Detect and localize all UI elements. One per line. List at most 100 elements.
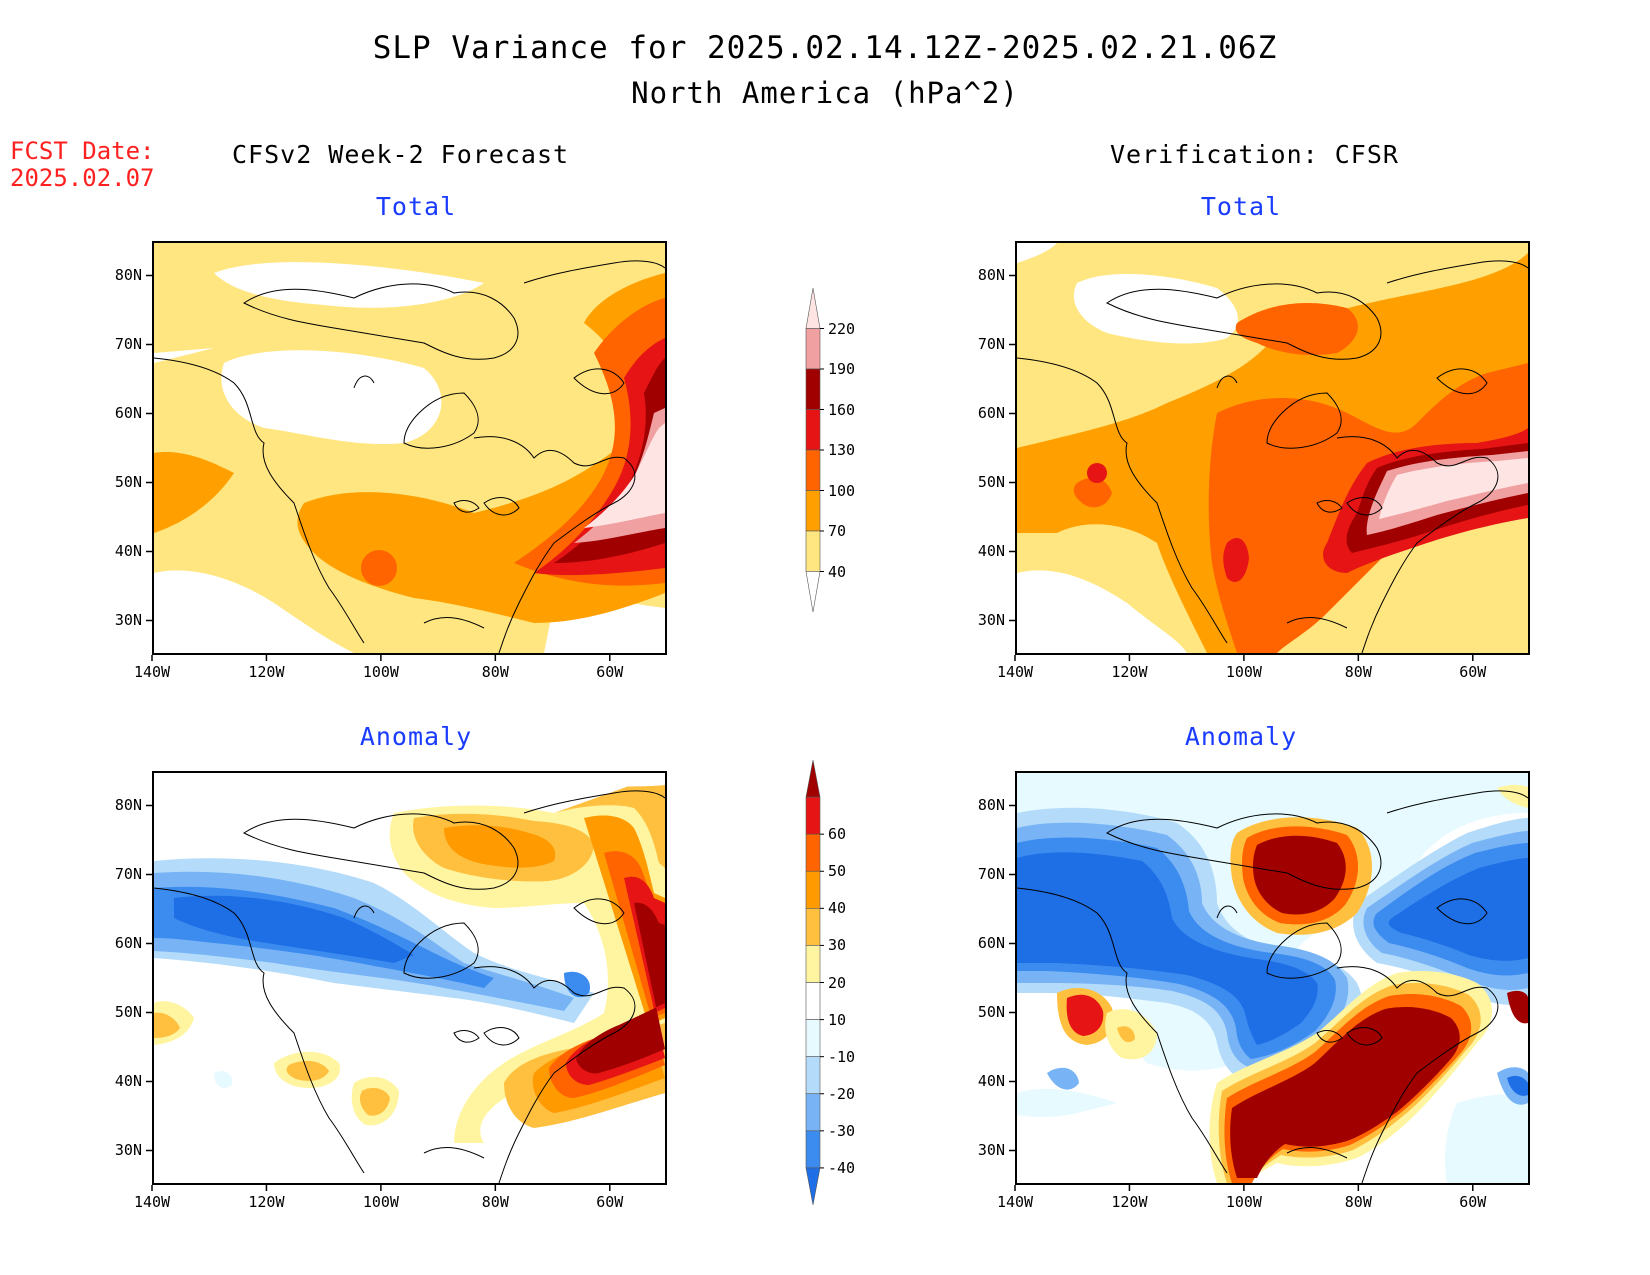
verification-anomaly-lat-label: 70N [977, 864, 1005, 883]
forecast-total-lon-label: 140W [133, 663, 171, 681]
colorbar-total-swatch [805, 409, 821, 451]
colorbar-anomaly-swatch [805, 945, 821, 983]
verification-anomaly-lat-label: 80N [977, 795, 1005, 814]
colorbar-total-label: 190 [828, 360, 856, 378]
verification-anomaly-lat-label: 60N [977, 933, 1005, 952]
colorbar-total-swatch [805, 328, 821, 370]
map-verification-total [1015, 241, 1530, 655]
verification-total-title: Total [1200, 192, 1282, 221]
forecast-anomaly-lat-label: 60N [114, 933, 142, 952]
forecast-total-lat-label: 50N [114, 472, 142, 491]
fcst-date-block: FCST Date: 2025.02.07 [10, 138, 155, 192]
forecast-anomaly-lon-label: 140W [133, 1193, 171, 1211]
colorbar-anomaly-label: 10 [828, 1010, 847, 1029]
forecast-total-lat-label: 30N [114, 610, 142, 629]
verification-total-lat-label: 40N [977, 541, 1005, 560]
colorbar-total-swatch [805, 449, 821, 491]
verification-total-lat-label: 80N [977, 265, 1005, 284]
colorbar-anomaly-label: -20 [828, 1084, 856, 1103]
colorbar-anomaly-label: 60 [828, 825, 847, 844]
colorbar-anomaly-label: 40 [828, 899, 847, 918]
map-verification-total-field [1017, 243, 1528, 653]
verification-anomaly-lat-label: 40N [977, 1071, 1005, 1090]
colorbar-total-swatch [805, 368, 821, 410]
verification-total-lon-label: 120W [1111, 663, 1148, 681]
forecast-anomaly-lat-label: 40N [114, 1071, 142, 1090]
colorbar-anomaly-swatch [805, 870, 821, 909]
forecast-anomaly-title: Anomaly [359, 722, 473, 751]
map-forecast-total [152, 241, 667, 655]
verification-total-lon-label: 100W [1225, 663, 1262, 681]
forecast-total-lon-label: 80W [481, 663, 509, 681]
verification-anomaly-lat-label: 50N [977, 1002, 1005, 1021]
verification-anomaly-lat-label: 30N [977, 1140, 1005, 1159]
colorbar-total-swatch [805, 530, 821, 572]
forecast-anomaly-lon-label: 60W [596, 1193, 624, 1211]
map-verification-anomaly [1015, 771, 1530, 1185]
colorbar-anomaly-swatch [805, 796, 821, 835]
map-forecast-anomaly-field [154, 773, 665, 1183]
verification-anomaly-lon-label: 140W [996, 1193, 1034, 1211]
forecast-total-lat-label: 70N [114, 334, 142, 353]
colorbar-anomaly-swatch [805, 982, 821, 1020]
verification-anomaly-lon-label: 80W [1344, 1193, 1372, 1211]
forecast-total-lon-label: 120W [248, 663, 285, 681]
verification-total-lon-label: 140W [996, 663, 1034, 681]
colorbar-total-label: 160 [828, 400, 856, 419]
forecast-anomaly-lat-label: 50N [114, 1002, 142, 1021]
coastline-outline [1017, 260, 1528, 653]
colorbar-anomaly-swatch [805, 1130, 821, 1169]
colorbar-anomaly-label: -30 [828, 1121, 856, 1140]
colorbar-total-swatch [805, 571, 821, 613]
colorbar-total-label: 70 [828, 522, 847, 540]
right-column-title: Verification: CFSR [1110, 140, 1399, 169]
fcst-date-value: 2025.02.07 [10, 164, 155, 192]
verification-anomaly-title: Anomaly [1184, 722, 1298, 751]
forecast-anomaly-lon-label: 100W [362, 1193, 399, 1211]
map-verification-anomaly-field [1017, 773, 1528, 1183]
forecast-anomaly-lat-label: 30N [114, 1140, 142, 1159]
colorbar-anomaly-swatch [805, 1167, 821, 1206]
colorbar-total-label: 100 [828, 481, 856, 500]
colorbar-total-swatch [805, 490, 821, 532]
verification-total-lat-label: 30N [977, 610, 1005, 629]
verification-total-lat-label: 70N [977, 334, 1005, 353]
colorbar-anomaly-label: 20 [828, 973, 847, 992]
colorbar-anomaly-swatch [805, 1019, 821, 1057]
colorbar-total-label: 40 [828, 562, 847, 581]
forecast-total-lon-label: 60W [596, 663, 624, 681]
forecast-total-lat-label: 80N [114, 265, 142, 284]
verification-total-lat-label: 60N [977, 403, 1005, 422]
colorbar-total-label: 220 [828, 319, 856, 338]
colorbar-anomaly-swatch [805, 1093, 821, 1132]
figure-subtitle: North America (hPa^2) [631, 76, 1019, 110]
coastline-outline [154, 790, 665, 1183]
forecast-anomaly-lon-label: 80W [481, 1193, 509, 1211]
verification-total-lat-label: 50N [977, 472, 1005, 491]
verification-anomaly-lon-label: 120W [1111, 1193, 1148, 1211]
map-forecast-total-field [154, 243, 665, 653]
forecast-total-lat-label: 40N [114, 541, 142, 560]
colorbar-anomaly-label: -40 [828, 1158, 856, 1177]
forecast-anomaly-lat-label: 70N [114, 864, 142, 883]
colorbar-anomaly-swatch [805, 1056, 821, 1095]
map-forecast-anomaly [152, 771, 667, 1185]
figure-title: SLP Variance for 2025.02.14.12Z-2025.02.… [372, 30, 1278, 66]
coastline-outline [1017, 790, 1528, 1183]
colorbar-anomaly-label: 30 [828, 936, 847, 955]
coastline-outline [154, 260, 665, 653]
forecast-total-lon-label: 100W [362, 663, 399, 681]
fcst-date-label: FCST Date: [10, 137, 155, 165]
colorbar-anomaly-label: 50 [828, 862, 847, 881]
left-column-title: CFSv2 Week-2 Forecast [232, 140, 570, 169]
verification-total-lon-label: 80W [1344, 663, 1372, 681]
forecast-anomaly-lon-label: 120W [248, 1193, 285, 1211]
colorbar-anomaly-label: -10 [828, 1047, 856, 1066]
colorbar-anomaly-swatch [805, 833, 821, 872]
colorbar-anomaly-swatch [805, 908, 821, 946]
forecast-total-lat-label: 60N [114, 403, 142, 422]
forecast-total-title: Total [375, 192, 457, 221]
verification-anomaly-lon-label: 100W [1225, 1193, 1262, 1211]
